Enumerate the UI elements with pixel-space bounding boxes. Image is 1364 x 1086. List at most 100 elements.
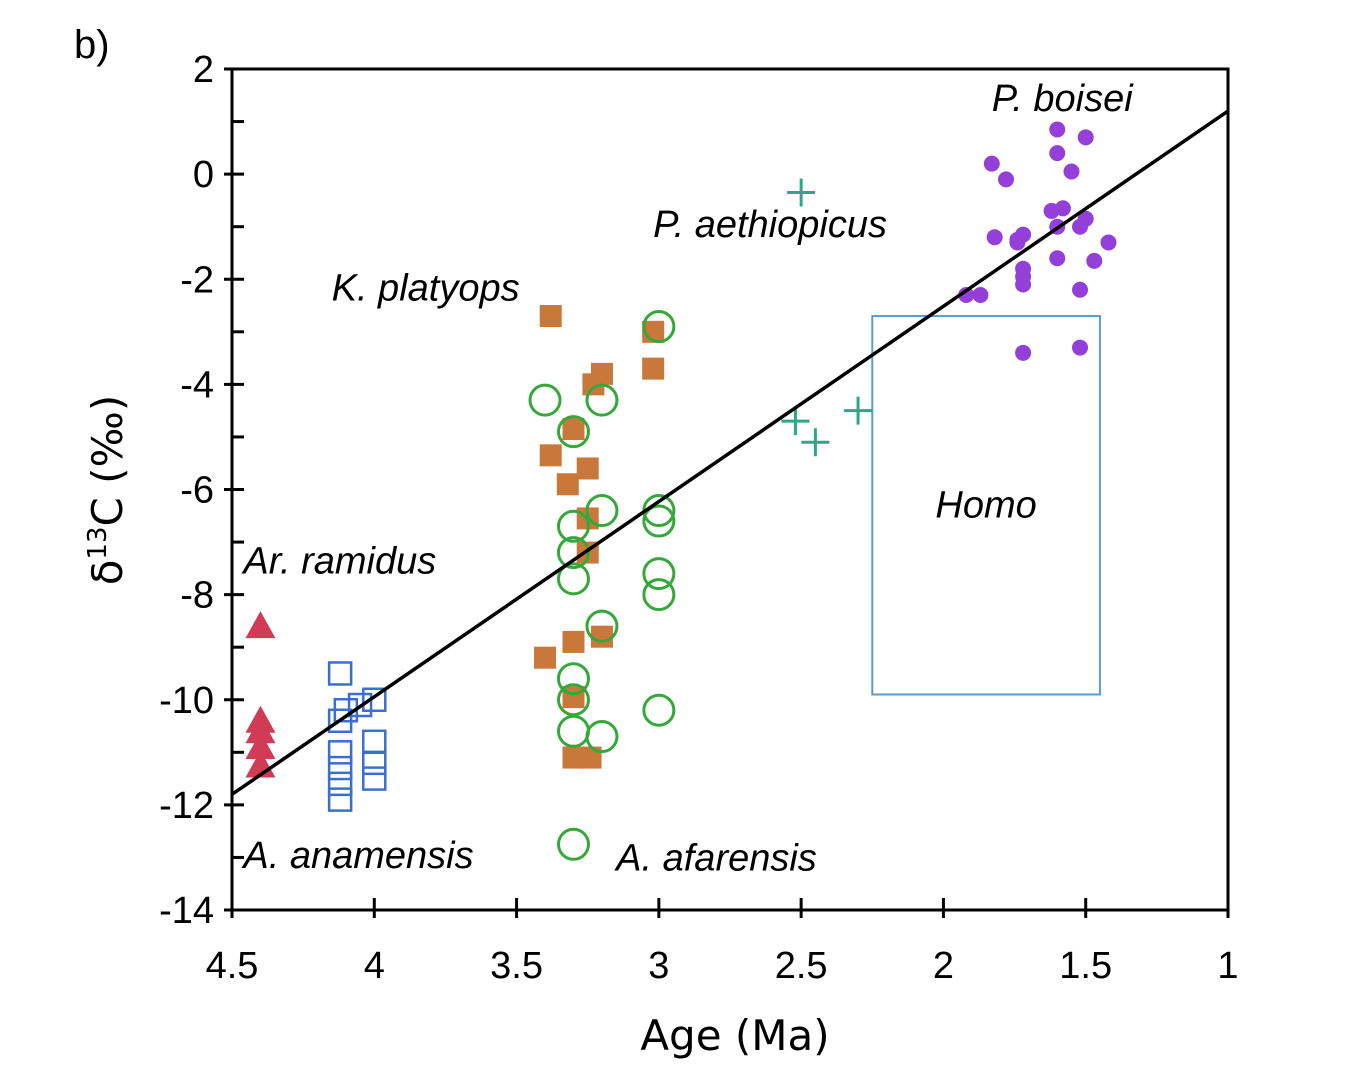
x-tick-label: 2.5: [775, 945, 828, 987]
x-axis-title: Age (Ma): [640, 1011, 829, 1060]
y-axis-title-rest: C (‰): [83, 395, 132, 527]
ar-ramidus-point: [245, 716, 276, 744]
k-platyops-point: [539, 305, 562, 328]
x-tick-label: 1.5: [1059, 945, 1112, 987]
a-afarensis-point: [642, 578, 676, 612]
a-afarensis-point: [556, 509, 590, 543]
y-tick-label: -6: [180, 470, 214, 512]
species-label: P. boisei: [992, 78, 1134, 120]
p-aethiopicus-point: [844, 396, 873, 425]
p-boisei-point: [1054, 200, 1071, 217]
k-platyops-point: [556, 473, 579, 496]
k-platyops-point: [582, 373, 605, 396]
species-label: A. afarensis: [614, 838, 817, 880]
a-afarensis-point: [642, 693, 676, 727]
a-afarensis-point: [556, 683, 590, 717]
y-tick-label: -4: [180, 364, 214, 406]
p-boisei-point: [1063, 163, 1080, 180]
annotation-layer: P. boisei P. aethiopicus K. platyops Ar. ra…: [241, 78, 1134, 880]
k-platyops-point: [579, 746, 602, 769]
y-axis-title-superscript: 13: [83, 527, 113, 560]
p-boisei-point: [1072, 218, 1089, 235]
species-label: P. aethiopicus: [653, 204, 887, 246]
a-afarensis-point: [585, 609, 619, 643]
a-anamensis-point: [362, 729, 387, 755]
p-boisei-point: [1077, 129, 1094, 146]
p-aethiopicus-point: [787, 178, 816, 207]
y-tick-label: -10: [159, 680, 214, 722]
y-tick-label: -12: [159, 785, 214, 827]
panel-label: b): [74, 23, 110, 67]
a-afarensis-point: [556, 714, 590, 748]
a-afarensis-point: [642, 557, 676, 591]
p-boisei-point: [1072, 339, 1089, 356]
a-afarensis-point: [556, 536, 590, 570]
a-anamensis-point: [327, 771, 353, 797]
a-anamensis-point: [327, 755, 353, 781]
x-tick-label: 3.5: [490, 945, 543, 987]
a-afarensis-point: [556, 662, 590, 696]
x-tick-label: 4.5: [206, 945, 259, 987]
y-tick-label: -2: [180, 259, 214, 301]
series-layer: [245, 121, 1117, 861]
k-platyops-point: [534, 646, 557, 669]
homo-box: [871, 315, 1101, 696]
a-anamensis-point: [362, 687, 387, 712]
k-platyops-point: [539, 444, 562, 467]
p-boisei-point: [1009, 234, 1026, 251]
y-axis-title-symbol: δ: [83, 560, 132, 586]
trend-line: [231, 109, 1229, 796]
p-boisei-point: [1100, 234, 1117, 251]
p-boisei-point: [1086, 252, 1103, 269]
x-tick-label: 3: [648, 945, 669, 987]
a-anamensis-point: [327, 787, 353, 812]
p-boisei-point: [986, 229, 1003, 246]
p-boisei-point: [1015, 344, 1032, 361]
a-anamensis-point: [362, 750, 387, 776]
ar-ramidus-point: [245, 732, 276, 760]
a-anamensis-point: [327, 740, 353, 765]
a-afarensis-legend-marker: [556, 827, 590, 861]
species-label: A. anamensis: [241, 835, 473, 877]
p-boisei-point: [1049, 250, 1066, 267]
p-boisei-point: [1015, 276, 1032, 293]
p-boisei-point: [983, 155, 1000, 172]
k-platyops-point: [562, 630, 585, 653]
ar-ramidus-point: [245, 611, 276, 639]
k-platyops-point: [562, 746, 585, 769]
p-boisei-point: [1049, 145, 1066, 162]
a-afarensis-point: [528, 383, 562, 417]
x-tick-label: 4: [364, 945, 385, 987]
species-label: K. platyops: [332, 267, 520, 309]
p-aethiopicus-point: [781, 407, 810, 436]
y-axis-ticks: 2 0 -2 -4 -6 -8 -10 -12 -14: [159, 49, 244, 932]
p-boisei-point: [1072, 281, 1089, 298]
p-aethiopicus-point: [801, 428, 830, 457]
y-tick-label: -14: [159, 890, 214, 932]
a-afarensis-point: [585, 720, 619, 754]
plot-area: [230, 67, 1230, 912]
p-boisei-point: [958, 287, 975, 304]
y-tick-label: 0: [193, 154, 214, 196]
k-platyops-point: [590, 625, 613, 648]
a-anamensis-point: [347, 692, 373, 718]
k-platyops-point: [576, 457, 599, 480]
p-boisei-point: [1049, 121, 1066, 138]
p-boisei-point: [998, 171, 1015, 188]
a-afarensis-point: [642, 310, 676, 344]
species-label: Ar. ramidus: [241, 541, 436, 583]
x-tick-label: 2: [933, 945, 954, 987]
homo-label: Homo: [935, 484, 1036, 526]
k-platyops-point: [562, 686, 585, 709]
x-tick-label: 1: [1217, 945, 1238, 987]
a-afarensis-point: [642, 504, 676, 538]
k-platyops-point: [642, 357, 665, 380]
a-afarensis-point: [556, 562, 590, 596]
a-afarensis-point: [556, 415, 590, 449]
y-tick-label: 2: [193, 49, 214, 91]
a-anamensis-point: [362, 766, 387, 791]
a-afarensis-point: [585, 494, 619, 528]
y-tick-label: -8: [180, 575, 214, 617]
p-boisei-point: [972, 287, 989, 304]
